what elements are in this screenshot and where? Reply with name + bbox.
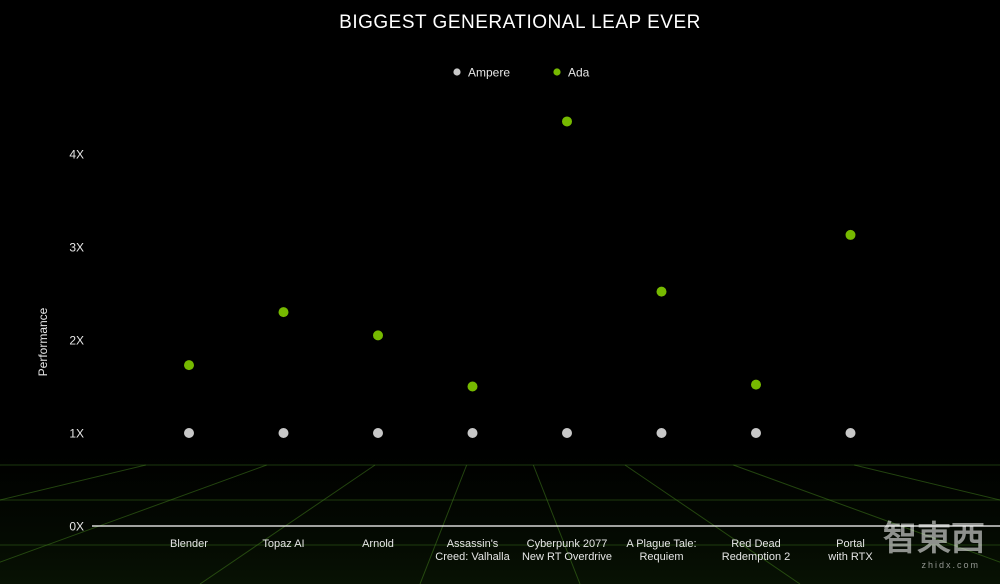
legend-label-ampere: Ampere (468, 66, 510, 80)
y-axis-label: Performance (36, 307, 50, 376)
y-axis-ticks: 0X 1X 2X 3X 4X (69, 148, 84, 534)
x-category-label: Portal with RTX (827, 538, 873, 563)
point-ada (845, 229, 856, 240)
point-ada (467, 381, 478, 392)
watermark-logo: 智東西 zhidx.com (883, 520, 985, 570)
floor-glow (0, 440, 1000, 584)
floor-grid-line (532, 464, 581, 584)
point-ampere (562, 428, 572, 438)
floor-grid-line (624, 464, 801, 584)
point-ada (656, 286, 667, 297)
y-tick-label: 2X (69, 334, 84, 348)
point-ampere (656, 428, 667, 438)
floor-grid-line (419, 464, 468, 584)
point-ada (751, 379, 761, 390)
legend-label-ada: Ada (568, 66, 590, 80)
point-ampere (278, 428, 289, 438)
x-category-label: Cyberpunk 2077 New RT Overdrive (522, 538, 612, 563)
y-tick-label: 4X (69, 148, 84, 162)
y-tick-label: 3X (69, 241, 84, 255)
point-ampere (373, 428, 383, 438)
floor-grid-line (733, 464, 1000, 563)
floor-grid-line (0, 464, 146, 501)
x-category-label: Arnold (362, 538, 394, 550)
point-ampere (845, 428, 856, 438)
floor-grid-line (199, 464, 376, 584)
floor-grid-line (854, 464, 1000, 501)
point-ada (184, 360, 194, 371)
floor-grid-line (0, 464, 267, 563)
x-category-label: Topaz AI (262, 538, 304, 550)
x-category-label: Red Dead Redemption 2 (722, 538, 791, 563)
perspective-floor-grid (0, 440, 1000, 584)
point-ada (562, 116, 572, 127)
x-category-label: Assassin's Creed: Valhalla (435, 538, 510, 563)
x-category-label: A Plague Tale: Requiem (626, 538, 696, 563)
legend-marker-ampere (453, 68, 461, 76)
legend-marker-ada (553, 68, 561, 76)
point-ampere (184, 428, 194, 438)
legend: Ampere Ada (453, 66, 590, 80)
chart-title: BIGGEST GENERATIONAL LEAP EVER (339, 12, 701, 33)
y-tick-label: 1X (69, 427, 84, 441)
point-ampere (751, 428, 761, 438)
data-points (184, 116, 856, 438)
watermark-text: 智東西 (883, 520, 985, 558)
point-ada (373, 330, 383, 341)
watermark-subtext: zhidx.com (921, 560, 980, 570)
point-ada (278, 307, 289, 318)
x-category-label: Blender (170, 538, 208, 550)
y-tick-label: 0X (69, 520, 84, 534)
x-axis-categories: Blender Topaz AI Arnold Assassin's Creed: Va… (170, 538, 873, 563)
point-ampere (467, 428, 478, 438)
